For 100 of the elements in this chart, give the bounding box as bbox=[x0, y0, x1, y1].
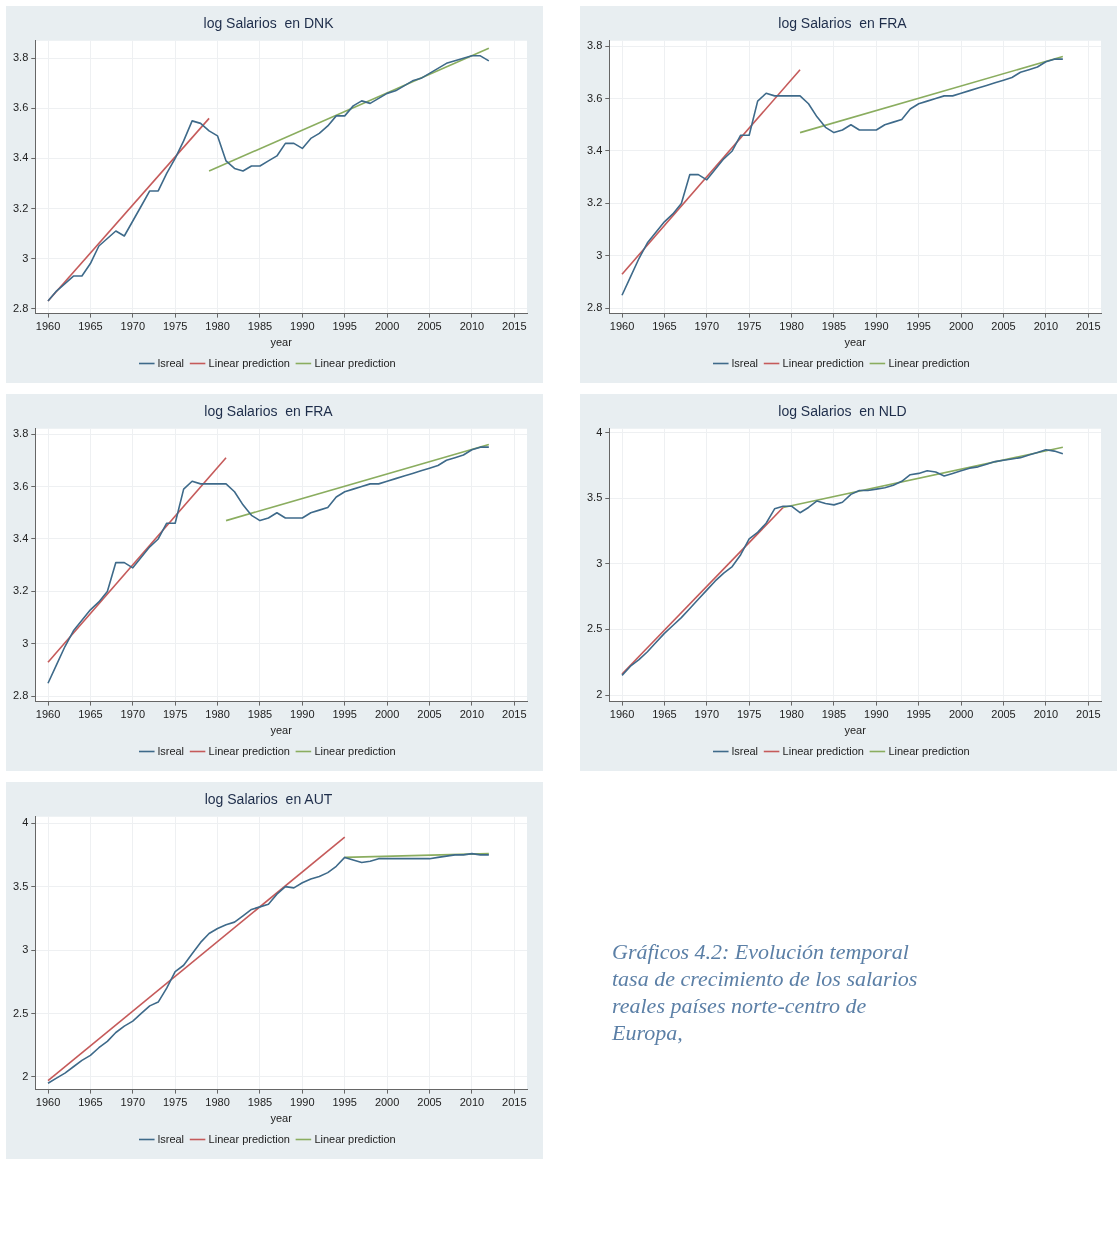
x-tick-label: 1985 bbox=[821, 320, 847, 333]
chart-title: log Salarios en FRA bbox=[778, 15, 908, 32]
x-tick-label: 1980 bbox=[779, 320, 804, 333]
x-tick-label: 2000 bbox=[374, 1096, 400, 1109]
y-tick-label: 3.2 bbox=[12, 584, 29, 597]
legend-label: lsreal bbox=[157, 744, 185, 757]
legend-label: Linear prediction bbox=[888, 356, 970, 369]
y-tick-label: 3 bbox=[22, 943, 29, 956]
x-tick-label: 1990 bbox=[290, 708, 315, 721]
y-tick-label: 3.4 bbox=[586, 144, 603, 156]
x-tick-label: 1995 bbox=[906, 320, 931, 333]
x-tick-label: 1965 bbox=[652, 708, 677, 721]
x-tick-label: 1960 bbox=[35, 708, 61, 721]
x-tick-label: 1985 bbox=[247, 320, 273, 333]
x-tick-label: 2005 bbox=[417, 1096, 442, 1109]
legend-label: Linear prediction bbox=[208, 356, 290, 369]
y-tick-label: 3.5 bbox=[586, 491, 603, 504]
y-tick-label: 2.5 bbox=[12, 1006, 29, 1019]
y-tick-label: 3.8 bbox=[12, 51, 29, 64]
legend-label: lsreal bbox=[731, 356, 759, 369]
x-tick-label: 1975 bbox=[736, 708, 762, 721]
x-tick-label: 1995 bbox=[332, 708, 357, 721]
x-tick-label: 1975 bbox=[162, 1096, 188, 1109]
legend-label: Linear prediction bbox=[888, 744, 970, 757]
x-axis-title: year bbox=[270, 1112, 293, 1125]
y-tick-label: 3.6 bbox=[586, 91, 603, 104]
y-tick-label: 3.4 bbox=[12, 151, 29, 164]
x-tick-label: 1995 bbox=[332, 320, 357, 333]
x-tick-label: 1990 bbox=[290, 320, 315, 333]
y-tick-label: 3 bbox=[596, 248, 603, 261]
x-tick-label: 2015 bbox=[1076, 320, 1101, 333]
x-tick-label: 1980 bbox=[779, 708, 804, 721]
x-tick-label: 2015 bbox=[502, 320, 527, 333]
x-tick-label: 1975 bbox=[162, 320, 188, 333]
y-tick-label: 3.4 bbox=[12, 532, 29, 544]
x-tick-label: 1960 bbox=[609, 708, 635, 721]
x-tick-label: 2000 bbox=[948, 708, 974, 721]
chart-title: log Salarios en DNK bbox=[203, 15, 335, 32]
x-tick-label: 1965 bbox=[652, 320, 677, 333]
x-tick-label: 2015 bbox=[502, 708, 527, 721]
x-tick-label: 1980 bbox=[205, 708, 230, 721]
x-tick-label: 1985 bbox=[247, 708, 273, 721]
x-tick-label: 1985 bbox=[247, 1096, 273, 1109]
x-tick-label: 1965 bbox=[78, 708, 103, 721]
y-tick-label: 2 bbox=[596, 688, 603, 701]
chart-title: log Salarios en AUT bbox=[204, 791, 333, 808]
legend-label: Linear prediction bbox=[208, 1132, 290, 1145]
text: Gráficos 4.2: Evolución temporal tasa de crecimiento de los salarios reales países norte-centro de Europa, bbox=[612, 938, 919, 1046]
y-tick-label: 3.5 bbox=[12, 879, 29, 892]
x-axis-title: year bbox=[844, 724, 867, 737]
y-tick-label: 2.8 bbox=[12, 689, 29, 702]
y-tick-label: 3 bbox=[22, 636, 29, 649]
x-tick-label: 2005 bbox=[417, 320, 442, 333]
chart-title: log Salarios en NLD bbox=[778, 403, 907, 420]
legend-label: Linear prediction bbox=[314, 1132, 396, 1145]
x-tick-label: 1960 bbox=[35, 1096, 61, 1109]
y-tick-label: 3.2 bbox=[586, 196, 603, 209]
legend-label: lsreal bbox=[157, 356, 185, 369]
x-tick-label: 1960 bbox=[35, 320, 61, 333]
x-axis-title: year bbox=[844, 336, 867, 349]
y-tick-label: 3.2 bbox=[12, 201, 29, 214]
legend-label: Linear prediction bbox=[782, 356, 864, 369]
x-tick-label: 2010 bbox=[459, 1096, 485, 1109]
x-tick-label: 2000 bbox=[948, 320, 974, 333]
x-tick-label: 1970 bbox=[694, 708, 720, 721]
y-tick-label: 2 bbox=[22, 1069, 29, 1082]
y-tick-label: 3 bbox=[596, 556, 603, 569]
legend-label: Linear prediction bbox=[314, 356, 396, 369]
x-tick-label: 1970 bbox=[694, 320, 720, 333]
y-tick-label: 2.5 bbox=[586, 622, 603, 635]
x-tick-label: 1980 bbox=[205, 320, 230, 333]
x-tick-label: 1965 bbox=[78, 1096, 103, 1109]
y-tick-label: 3 bbox=[22, 251, 29, 264]
x-tick-label: 2005 bbox=[991, 708, 1016, 721]
x-tick-label: 1980 bbox=[205, 1096, 230, 1109]
x-tick-label: 1975 bbox=[736, 320, 762, 333]
x-axis-title: year bbox=[270, 336, 293, 349]
x-tick-label: 1960 bbox=[609, 320, 635, 333]
x-tick-label: 2015 bbox=[502, 1096, 527, 1109]
y-tick-label: 3.6 bbox=[12, 479, 29, 492]
legend-label: lsreal bbox=[731, 744, 759, 757]
x-tick-label: 2010 bbox=[1033, 320, 1059, 333]
legend-label: Linear prediction bbox=[314, 744, 396, 757]
x-tick-label: 2010 bbox=[459, 320, 485, 333]
x-tick-label: 2015 bbox=[1076, 708, 1101, 721]
x-tick-label: 1970 bbox=[120, 708, 146, 721]
x-tick-label: 1990 bbox=[864, 708, 889, 721]
x-tick-label: 1965 bbox=[78, 320, 103, 333]
x-tick-label: 1990 bbox=[290, 1096, 315, 1109]
x-tick-label: 2000 bbox=[374, 708, 400, 721]
legend-label: lsreal bbox=[157, 1132, 185, 1145]
x-tick-label: 2005 bbox=[417, 708, 442, 721]
chart-title: log Salarios en FRA bbox=[204, 403, 334, 420]
x-tick-label: 2000 bbox=[374, 320, 400, 333]
legend-label: Linear prediction bbox=[208, 744, 290, 757]
x-axis-title: year bbox=[270, 724, 293, 737]
x-tick-label: 2010 bbox=[1033, 708, 1059, 721]
y-tick-label: 4 bbox=[596, 425, 603, 438]
x-tick-label: 1985 bbox=[821, 708, 847, 721]
x-tick-label: 1995 bbox=[906, 708, 931, 721]
